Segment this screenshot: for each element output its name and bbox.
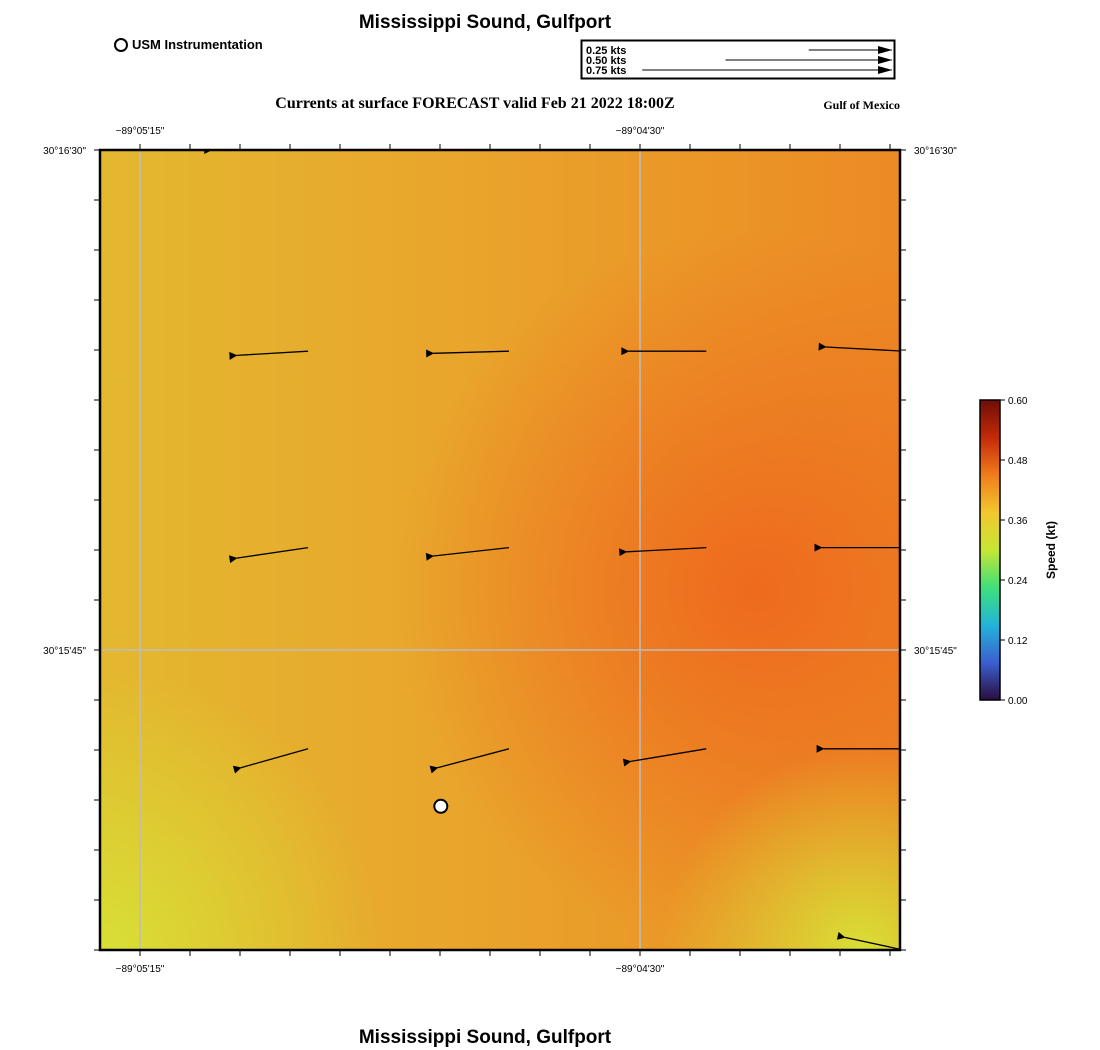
current-vector-5 [425,546,510,561]
current-vector-12 [836,931,900,950]
scale-arrowhead-1 [878,56,892,64]
lon-tick-label-bottom: −89°05'15" [116,964,165,975]
current-vector-1 [426,349,509,358]
lon-tick-label-bottom: −89°04'30" [616,964,665,975]
current-vector-10 [622,748,707,767]
current-vectors [204,150,900,950]
lat-tick-label-left: 30°16'30" [43,146,86,157]
colorbar-tick-label-4: 0.12 [1008,636,1028,647]
station-legend-label: USM Instrumentation [132,37,263,52]
map-subtitle: Currents at surface FORECAST valid Feb 2… [275,95,675,112]
currents-map: −89°05'15" −89°05'15" −89°04'30" −89°04'30"… [43,126,957,975]
usm-station-marker [433,798,449,814]
colorbar-tick-label-2: 0.36 [1008,516,1028,527]
station-marker-icon [114,37,128,52]
lat-tick-label-right: 30°15'45" [914,646,957,657]
scale-label-2: 0.75 kts [586,65,626,77]
colorbar-tick-label-5: 0.00 [1008,696,1028,707]
colorbar-tick-label-1: 0.48 [1008,456,1028,467]
current-vector-9 [429,748,510,774]
lat-tick-label-left: 30°15'45" [43,646,86,657]
lat-tick-label-right: 30°16'30" [914,146,957,157]
speed-field-low-east [100,150,900,950]
colorbar-title: Speed (kt) [1044,521,1058,579]
scale-arrowhead-2 [878,66,892,74]
current-vector-0 [229,350,309,360]
current-vector-4 [228,546,309,564]
region-label: Gulf of Mexico [823,98,900,112]
station-legend: USM Instrumentation [114,37,263,52]
current-vector-6 [619,546,707,557]
footer-title: Mississippi Sound, Gulfport [358,1027,612,1048]
map-title: Mississippi Sound, Gulfport [358,12,612,33]
speed-colorbar: 0.60 0.48 0.36 0.24 0.12 0.00 Speed (kt) [979,396,1058,707]
scale-label-1: 0.50 kts [586,55,626,67]
colorbar-ramp [979,399,1001,701]
current-vector-8 [232,748,309,774]
colorbar-tick-label-3: 0.24 [1008,576,1028,587]
lon-tick-label-top: −89°04'30" [616,126,665,137]
colorbar-tick-label-0: 0.60 [1008,396,1028,407]
scale-label-0: 0.25 kts [586,45,626,57]
current-vector-3 [818,342,900,352]
lon-tick-label-top: −89°05'15" [116,126,165,137]
scale-arrowhead-0 [878,46,892,54]
